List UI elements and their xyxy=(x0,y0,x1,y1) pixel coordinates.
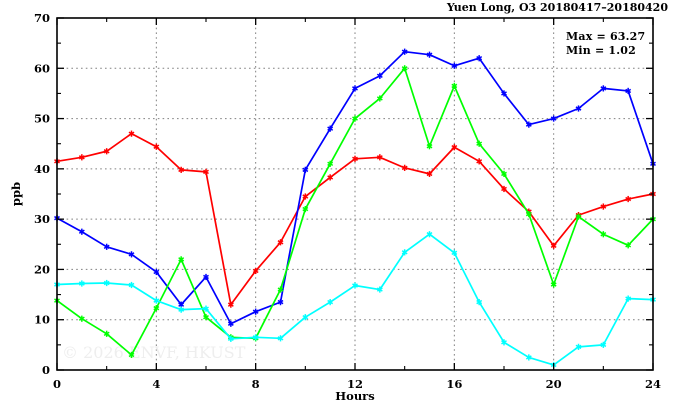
y-tick-label: 10 xyxy=(34,313,50,327)
series-day2 xyxy=(54,48,656,327)
watermark: © 2026 ENVF, HKUST xyxy=(62,343,246,362)
x-tick-label: 24 xyxy=(645,377,661,391)
chart-title: Yuen Long, O3 20180417–20180420 xyxy=(446,1,669,14)
y-tick-label: 60 xyxy=(34,61,50,75)
watermark-text: © 2026 ENVF, HKUST xyxy=(62,343,246,362)
max-value-label: Max = 63.27 xyxy=(566,30,645,43)
y-tick-label: 30 xyxy=(34,212,50,226)
x-tick-label: 8 xyxy=(252,377,260,391)
x-tick-label: 20 xyxy=(546,377,562,391)
y-tick-label: 0 xyxy=(42,363,50,377)
stats-legend: Max = 63.27 Min = 1.02 xyxy=(566,30,645,57)
x-axis-tick-labels: 0 4 8 12 16 20 24 xyxy=(53,377,661,391)
y-tick-label: 70 xyxy=(34,11,50,25)
series-markers-day4 xyxy=(54,231,656,369)
y-tick-label: 50 xyxy=(34,112,50,126)
y-tick-label: 20 xyxy=(34,262,50,276)
data-series-layer xyxy=(54,48,656,369)
y-axis-title: ppb xyxy=(9,182,23,206)
x-tick-label: 16 xyxy=(446,377,462,391)
y-axis-tick-labels: 0 10 20 30 40 50 60 70 xyxy=(34,11,50,377)
x-tick-label: 12 xyxy=(347,377,363,391)
min-value-label: Min = 1.02 xyxy=(566,44,636,57)
x-tick-label: 0 xyxy=(53,377,61,391)
axis-ticks xyxy=(56,17,654,371)
series-day3 xyxy=(54,65,656,359)
x-axis-title: Hours xyxy=(335,389,374,403)
x-tick-label: 4 xyxy=(152,377,160,391)
y-tick-label: 40 xyxy=(34,162,50,176)
series-markers-day2 xyxy=(54,48,656,327)
